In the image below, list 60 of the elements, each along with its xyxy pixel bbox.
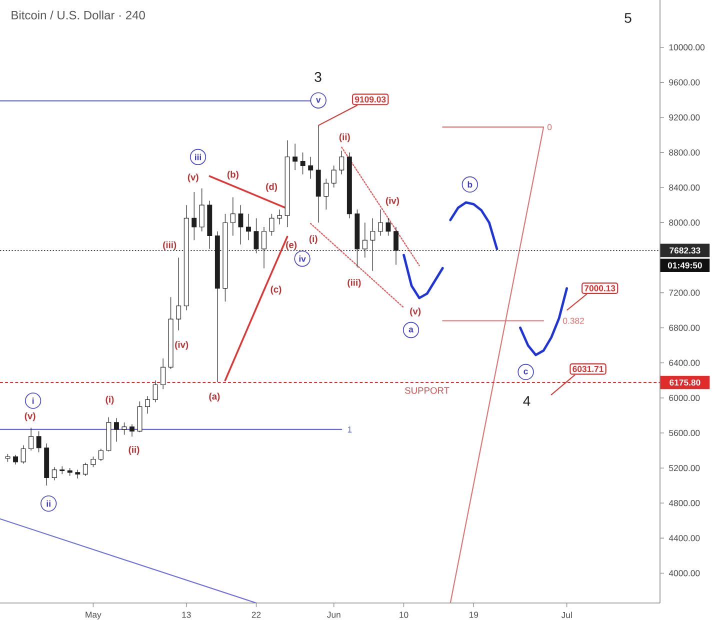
annotation: c — [524, 370, 528, 374]
text: Bitcoin / U.S. Dollar · 240 — [12, 10, 145, 20]
annotation: 4 — [523, 396, 530, 406]
annotation: (iii) — [163, 241, 176, 250]
annotation: 1 — [348, 426, 352, 432]
annotation: b — [468, 181, 472, 188]
annotation: (i) — [309, 235, 318, 244]
annotation: i — [32, 398, 34, 404]
y-tick-label: 6400.00 — [669, 360, 700, 366]
y-tick-label: 8400.00 — [669, 184, 700, 191]
annotation: (e) — [286, 241, 297, 250]
annotation: 3 — [314, 72, 322, 82]
y-tick-label: 9600.00 — [669, 79, 700, 86]
y-tick-label: 8800.00 — [669, 149, 700, 156]
y-tick-label: 9200.00 — [669, 114, 700, 121]
annotation: (d) — [266, 183, 278, 192]
text: 01:49:50 — [668, 262, 702, 268]
y-tick-label: 6800.00 — [669, 324, 700, 331]
annotation: iii — [195, 154, 202, 160]
x-tick-label: May — [86, 612, 102, 620]
annotation: 0 — [547, 124, 552, 130]
annotation: (b) — [227, 170, 238, 180]
x-tick-label: Jun — [327, 612, 340, 618]
annotation: (iii) — [348, 278, 361, 288]
annotation: a — [408, 328, 414, 332]
y-tick-label: 6000.00 — [669, 394, 700, 401]
annotation: ii — [46, 500, 50, 507]
y-tick-label: 4000.00 — [668, 570, 700, 576]
annotation: iv — [299, 256, 306, 262]
x-tick-label: 13 — [182, 612, 191, 618]
x-tick-label: 22 — [252, 612, 261, 618]
annotation: 0.382 — [563, 318, 584, 324]
y-tick-label: 10000.00 — [669, 44, 705, 50]
annotation: (c) — [270, 286, 282, 294]
annotation: 7000.13 — [584, 285, 616, 292]
annotation: (iv) — [175, 341, 188, 350]
y-tick-label: 5200.00 — [669, 464, 700, 472]
annotation: (ii) — [339, 133, 350, 142]
annotation: (v) — [410, 308, 421, 316]
y-tick-label: 7200.00 — [669, 290, 700, 296]
x-tick-label: 10 — [400, 612, 408, 618]
annotation: (v) — [24, 412, 36, 422]
annotation: v — [316, 98, 321, 103]
y-tick-label: 8000.00 — [669, 220, 700, 226]
annotation: (v) — [188, 174, 198, 182]
annotation: SUPPORT — [405, 387, 450, 394]
annotation: (iv) — [386, 197, 400, 206]
annotation: 6031.71 — [572, 366, 604, 372]
x-tick-label: Jul — [561, 612, 572, 618]
annotation: 5 — [624, 13, 632, 23]
y-tick-label: 5600.00 — [669, 430, 700, 436]
annotation: (ii) — [128, 446, 140, 455]
x-tick-label: 19 — [470, 612, 478, 618]
annotation: (a) — [209, 392, 220, 402]
ref-line-label: 7682.33 — [670, 247, 700, 254]
ref-line-label: 6175.80 — [670, 379, 700, 386]
annotation: 9109.03 — [354, 96, 386, 102]
y-tick-label: 4400.00 — [668, 535, 700, 542]
y-tick-label: 4800.00 — [668, 500, 700, 506]
annotation: (i) — [106, 396, 114, 405]
